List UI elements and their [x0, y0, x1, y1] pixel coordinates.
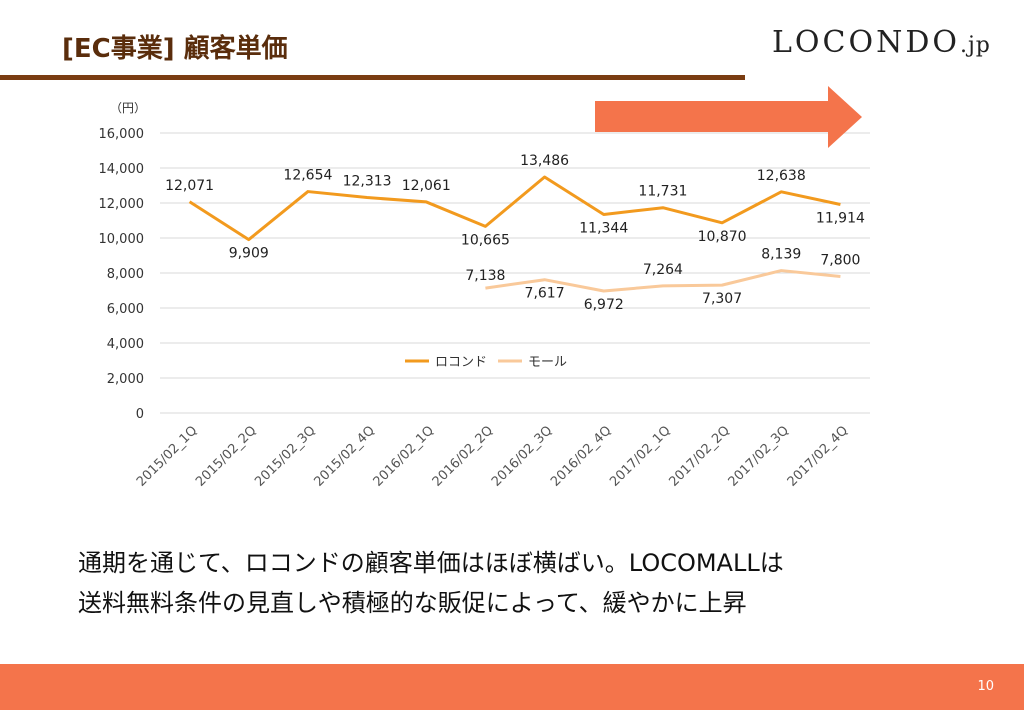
- data-label: 7,307: [702, 291, 742, 307]
- footer-bar: 10: [0, 664, 1024, 710]
- data-label: 7,264: [643, 262, 683, 278]
- x-tick-label: 2015/02_4Q: [311, 423, 377, 489]
- series-line-locondo: [188, 175, 841, 242]
- y-tick-label: 2,000: [107, 372, 144, 387]
- data-label: 12,654: [283, 168, 332, 184]
- trend-arrow: [595, 86, 862, 148]
- x-tick-label: 2017/02_3Q: [726, 423, 792, 489]
- y-tick-label: 0: [136, 407, 144, 422]
- data-label: 10,870: [698, 229, 747, 245]
- page-number: 10: [977, 679, 994, 694]
- y-tick-label: 10,000: [99, 232, 145, 247]
- data-label: 9,909: [229, 246, 269, 262]
- caption-line-2: 送料無料条件の見直しや積極的な販促によって、緩やかに上昇: [78, 589, 747, 617]
- legend-label: モール: [528, 355, 567, 370]
- x-tick-label: 2016/02_1Q: [371, 423, 437, 489]
- data-label: 12,061: [402, 178, 451, 194]
- data-label: 7,800: [820, 253, 860, 269]
- y-tick-label: 6,000: [107, 302, 144, 317]
- x-tick-label: 2017/02_4Q: [785, 423, 851, 489]
- data-label: 12,313: [343, 174, 392, 190]
- y-axis-unit-label: （円）: [110, 101, 146, 115]
- x-tick-label: 2016/02_3Q: [489, 423, 555, 489]
- data-label: 7,617: [525, 286, 565, 302]
- y-tick-label: 8,000: [107, 267, 144, 282]
- data-label: 12,071: [165, 178, 214, 194]
- customer-unit-price-chart: 0 2,000 4,000 6,000 8,000 10,000 12,000 14,000 1…: [99, 86, 870, 490]
- logo-suffix: .jp: [959, 33, 991, 58]
- data-label: 11,914: [816, 211, 865, 227]
- logo-main: LOCONDO: [772, 25, 960, 60]
- caption-line-1: 通期を通じて、ロコンドの顧客単価はほぼ横ばい。LOCOMALLは: [78, 549, 784, 577]
- title-underline: [0, 75, 745, 80]
- data-label: 11,731: [638, 184, 687, 200]
- x-tick-label: 2017/02_1Q: [607, 423, 673, 489]
- x-tick-label: 2015/02_2Q: [193, 423, 259, 489]
- x-tick-label: 2016/02_4Q: [548, 423, 614, 489]
- data-label: 12,638: [757, 168, 806, 184]
- slide-title: [EC事業] 顧客単価: [62, 34, 288, 64]
- data-label: 13,486: [520, 153, 569, 169]
- series-line-mall: [485, 269, 841, 293]
- data-label: 8,139: [761, 247, 801, 263]
- data-label: 7,138: [465, 268, 505, 284]
- caption: 通期を通じて、ロコンドの顧客単価はほぼ横ばい。LOCOMALLは 送料無料条件の…: [78, 543, 784, 623]
- x-tick-label: 2015/02_3Q: [252, 423, 318, 489]
- y-tick-label: 14,000: [99, 162, 145, 177]
- data-label: 11,344: [579, 220, 628, 236]
- y-tick-label: 16,000: [99, 127, 145, 142]
- locondo-logo: LOCONDO.jp: [772, 25, 991, 60]
- y-tick-label: 12,000: [99, 197, 145, 212]
- data-label: 10,665: [461, 232, 510, 248]
- y-tick-label: 4,000: [107, 337, 144, 352]
- legend-label: ロコンド: [435, 355, 487, 370]
- x-tick-label: 2017/02_2Q: [666, 423, 732, 489]
- data-label: 6,972: [584, 297, 624, 313]
- x-tick-label: 2015/02_1Q: [134, 423, 200, 489]
- x-tick-label: 2016/02_2Q: [430, 423, 496, 489]
